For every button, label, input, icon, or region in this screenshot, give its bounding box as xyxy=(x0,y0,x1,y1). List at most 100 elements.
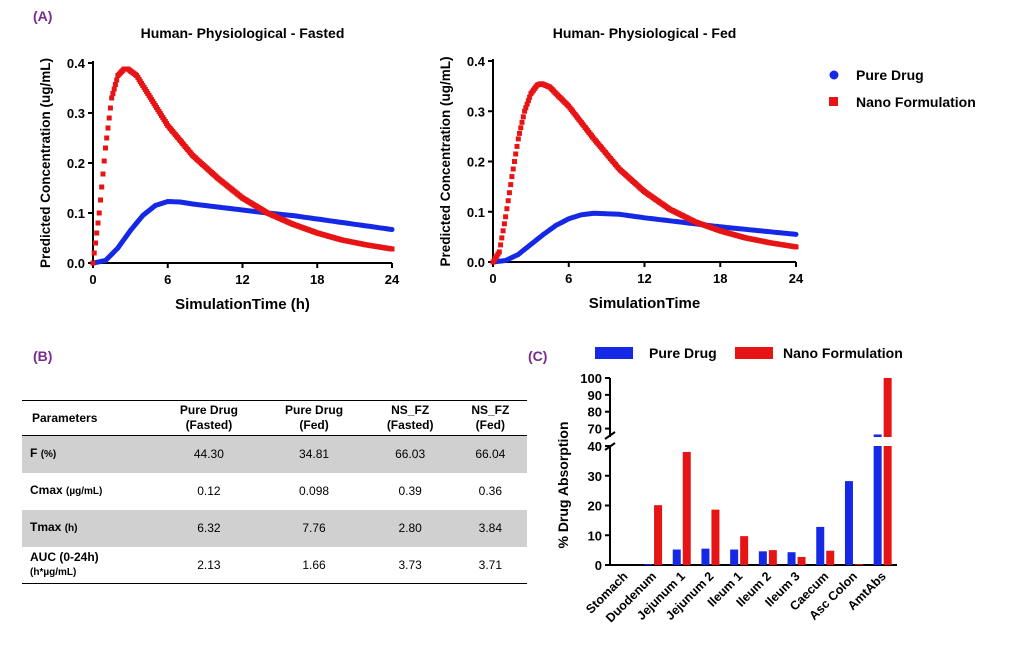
legend-pure-label: Pure Drug xyxy=(649,345,717,361)
nano-point xyxy=(513,151,519,157)
chart-title: Human- Physiological - Fasted xyxy=(141,25,345,41)
y-axis-label: % Drug Absorption xyxy=(555,421,571,548)
nano-point xyxy=(105,125,111,131)
x-tick-label: 12 xyxy=(637,271,651,286)
nano-point xyxy=(111,86,117,92)
chart-fed: Human- Physiological - Fed 0.0 0.1 0.2 0.3 0.… xyxy=(438,25,804,312)
bar-nano-formulation xyxy=(654,505,663,565)
bar-pure-drug xyxy=(787,552,796,565)
nano-point xyxy=(96,210,102,216)
bar-nano-formulation xyxy=(740,536,749,565)
y-tick-label: 90 xyxy=(588,388,602,403)
nano-point xyxy=(95,220,101,226)
nano-point xyxy=(496,249,502,255)
nano-point xyxy=(90,260,96,266)
header-nszf-fasted: NS_FZ (Fasted) xyxy=(386,403,434,432)
y-tick-label: 0.4 xyxy=(67,56,86,71)
nano-point xyxy=(518,125,524,131)
legend-panel-c: Pure Drug Nano Formulation xyxy=(595,345,903,361)
table-row: F (%) 44.30 34.81 66.03 66.04 xyxy=(22,435,527,473)
table-cell: 44.30 xyxy=(193,447,224,462)
table-cell: 1.66 xyxy=(302,557,326,572)
x-tick-label: 24 xyxy=(385,272,400,287)
y-tick-label: 100 xyxy=(580,371,602,386)
table-cell: 66.03 xyxy=(395,447,426,462)
series-markers-nano-formulation xyxy=(490,81,799,265)
x-axis-label: SimulationTime xyxy=(589,295,700,312)
nano-point xyxy=(110,91,116,96)
bar-nano-formulation xyxy=(854,564,863,565)
y-axis-label: Predicted Concentration (ug/mL) xyxy=(438,56,453,266)
series-markers-nano-formulation xyxy=(90,66,395,266)
y-tick-label: 0.2 xyxy=(67,156,85,171)
x-tick-label: 6 xyxy=(164,272,171,287)
y-tick-label: 0.0 xyxy=(467,255,485,270)
series-line-pure-drug xyxy=(490,210,799,265)
nano-point xyxy=(500,228,506,234)
table-cell: 7.76 xyxy=(302,521,326,535)
chart-title: Human- Physiological - Fed xyxy=(553,25,737,41)
nano-point xyxy=(109,95,115,101)
y-tick-label: 0 xyxy=(595,558,602,573)
nano-point xyxy=(100,171,106,177)
bar-pure-drug xyxy=(644,564,653,565)
table-cell: 2.80 xyxy=(398,521,422,535)
y-tick-label: 0.3 xyxy=(467,104,485,119)
y-tick-label: 0.1 xyxy=(467,205,485,220)
table-row: Cmax (µg/mL) 0.12 0.098 0.39 0.36 xyxy=(22,473,527,510)
nano-point xyxy=(506,190,512,196)
bar-nano-formulation xyxy=(768,550,777,565)
table-cell: 2.13 xyxy=(197,557,221,572)
nano-point xyxy=(522,108,528,114)
nano-point xyxy=(498,242,504,248)
nano-point xyxy=(793,244,799,250)
header-parameters: Parameters xyxy=(32,410,98,425)
nano-point xyxy=(499,235,505,241)
nano-point xyxy=(517,130,522,136)
pk-parameter-table: Parameters Pure Drug (Fasted) Pure Drug (F… xyxy=(22,400,527,584)
x-tick-label: 18 xyxy=(310,272,324,287)
legend-nano-marker xyxy=(829,97,838,106)
bar-pure-drug xyxy=(844,481,853,565)
series-line-pure-drug xyxy=(90,198,395,266)
panel-label-c: (C) xyxy=(528,348,548,364)
bar-pure-drug xyxy=(758,551,767,565)
nano-point xyxy=(514,143,520,149)
x-tick-label: 0 xyxy=(489,271,496,286)
header-pure-fed: Pure Drug (Fed) xyxy=(285,403,344,432)
y-tick-label: 70 xyxy=(588,422,602,437)
table-cell: 3.71 xyxy=(478,557,503,572)
legend-nano-marker xyxy=(735,347,773,359)
table-cell: 0.12 xyxy=(197,484,221,498)
y-tick-label: 30 xyxy=(588,469,602,484)
bar-nano-formulation xyxy=(682,451,691,565)
table-cell: 66.04 xyxy=(475,447,506,462)
panel-label-a: (A) xyxy=(33,8,53,24)
nano-point xyxy=(509,174,515,180)
y-tick-label: 80 xyxy=(588,405,602,420)
nano-point xyxy=(512,159,517,164)
nano-point xyxy=(94,230,100,236)
nano-point xyxy=(104,135,110,141)
bar-nano-formulation-upper xyxy=(883,378,892,437)
nano-point xyxy=(107,105,113,111)
nano-point xyxy=(527,94,533,100)
header-pure-fasted: Pure Drug (Fasted) xyxy=(179,403,238,432)
nano-point xyxy=(101,158,107,164)
bar-pure-drug xyxy=(816,526,825,565)
y-tick-label: 10 xyxy=(588,528,602,543)
y-tick-label: 40 xyxy=(588,439,602,454)
param-name: Tmax (h) xyxy=(30,520,78,534)
bar-nano-formulation xyxy=(826,550,835,565)
header-nszf-fed: NS_FZ (Fed) xyxy=(471,403,510,432)
table-cell: 0.36 xyxy=(478,484,503,498)
y-tick-label: 20 xyxy=(588,499,602,514)
bar-pure-drug-upper xyxy=(873,434,882,437)
nano-point xyxy=(389,246,395,252)
x-tick-label: 6 xyxy=(565,271,572,286)
axis-break-mark xyxy=(604,431,616,440)
nano-point xyxy=(112,82,118,87)
nano-point xyxy=(523,105,529,111)
y-tick-label: 0.2 xyxy=(467,155,485,170)
table-cell: 0.39 xyxy=(398,484,422,498)
